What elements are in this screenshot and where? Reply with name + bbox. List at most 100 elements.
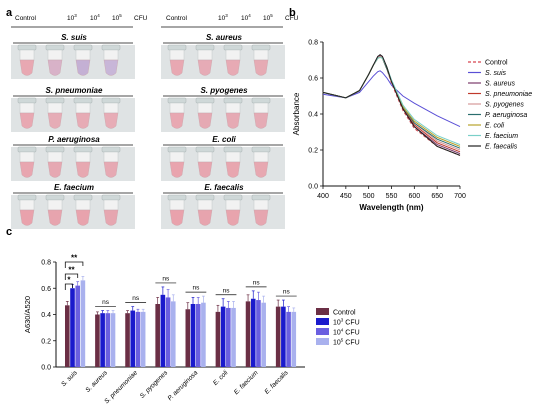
- significance-label: ns: [223, 287, 231, 294]
- tube: [73, 97, 93, 129]
- tube: [223, 97, 243, 129]
- significance-label: ns: [102, 299, 110, 306]
- bar-s-suis-10-4-cfu: [75, 285, 80, 367]
- bar-s-pneumoniae-10-4-cfu: [135, 311, 141, 367]
- y-tick-label: 0.4: [308, 112, 318, 119]
- tube-cap: [195, 97, 215, 104]
- tube-cap: [251, 146, 271, 153]
- y-axis-title: A630/A520: [23, 296, 32, 333]
- bar-s-aureus-10-5-cfu: [110, 313, 116, 367]
- x-tick-label: 700: [454, 193, 466, 200]
- tube: [167, 194, 187, 226]
- legend-label-p-aeruginosa: P. aeruginosa: [485, 112, 527, 119]
- x-category-label: E. faecalis: [264, 369, 291, 396]
- tube-liquid: [19, 112, 35, 129]
- tube-liquid: [253, 112, 269, 129]
- significance-label: ns: [192, 285, 200, 292]
- tube-top: [75, 151, 91, 163]
- significance-bracket: [64, 283, 73, 290]
- x-tick-label: 450: [340, 193, 352, 200]
- tube: [195, 44, 215, 76]
- tube: [167, 44, 187, 76]
- tube-cap: [167, 194, 187, 201]
- tube-top: [47, 102, 63, 114]
- legend-label-10-3-cfu: 103 CFU: [333, 318, 360, 327]
- bar-p-aeruginosa-10-4-cfu: [195, 304, 201, 367]
- tube-cap: [45, 44, 65, 51]
- tube: [101, 146, 121, 178]
- legend-label-exponent: 4: [341, 328, 344, 333]
- bar-s-suis-control: [65, 305, 70, 367]
- bar-e-faecium-10-5-cfu: [261, 302, 266, 367]
- tube-group-s-pneumoniae: S. pneumoniae: [11, 86, 135, 132]
- tube-header-base: 10: [263, 15, 271, 22]
- tube-header-base: 10: [67, 15, 75, 22]
- tube-top: [75, 199, 91, 211]
- tube-header-exponent: 3: [225, 13, 228, 18]
- tube-group-e-coli: E. coli: [161, 135, 285, 181]
- tube-liquid: [75, 161, 91, 178]
- tube-group-s-pyogenes: S. pyogenes: [161, 86, 285, 132]
- legend-label-base: 10: [333, 330, 341, 337]
- tube-header-label: Control: [166, 15, 188, 22]
- tube-cap: [167, 146, 187, 153]
- tube-header-exponent: 5: [119, 13, 122, 18]
- tube-group-title: S. suis: [61, 33, 87, 42]
- tube: [45, 97, 65, 129]
- tube-liquid: [19, 209, 35, 226]
- legend-label-e-faecium: E. faecium: [485, 133, 518, 140]
- tube: [45, 194, 65, 226]
- tube-liquid: [47, 161, 63, 178]
- legend-swatch-control: [316, 308, 329, 315]
- bar-s-aureus-10-4-cfu: [105, 313, 111, 367]
- bar-p-aeruginosa-control: [185, 309, 191, 367]
- tube-top: [253, 199, 269, 211]
- y-tick-label: 0.6: [308, 76, 318, 83]
- legend-label-exponent: 5: [341, 338, 344, 343]
- tube: [195, 194, 215, 226]
- tube-header-exponent: 3: [74, 13, 77, 18]
- legend-label-s-aureus: S. aureus: [485, 81, 515, 88]
- legend-label-unit: CFU: [343, 330, 359, 337]
- tube-top: [225, 102, 241, 114]
- tube: [195, 97, 215, 129]
- tube-group-title: S. aureus: [206, 33, 243, 42]
- tube-group-title: P. aeruginosa: [48, 135, 100, 144]
- tube-liquid: [253, 209, 269, 226]
- bar-e-coli-10-4-cfu: [226, 307, 231, 367]
- tube: [251, 97, 271, 129]
- tube-liquid: [19, 161, 35, 178]
- tube: [251, 146, 271, 178]
- tube-header-base: CFU: [285, 15, 299, 22]
- tube-header-label: CFU: [134, 15, 148, 22]
- y-tick-label: 0.4: [41, 312, 51, 319]
- x-category-label: S. suis: [60, 369, 79, 388]
- tube: [45, 146, 65, 178]
- tube-liquid: [75, 209, 91, 226]
- tube: [223, 44, 243, 76]
- tube: [167, 97, 187, 129]
- tube-top: [253, 151, 269, 163]
- tube: [251, 44, 271, 76]
- tube-liquid: [103, 209, 119, 226]
- tube-cap: [101, 97, 121, 104]
- tube-group-title: E. coli: [212, 135, 236, 144]
- bar-s-pyogenes-10-3-cfu: [160, 294, 166, 367]
- tube-top: [253, 102, 269, 114]
- significance-label: ns: [253, 279, 261, 286]
- y-tick-label: 0.8: [308, 40, 318, 47]
- tube-group-e-faecalis: E. faecalis: [161, 183, 285, 229]
- series-line-s-pneumoniae: [322, 55, 461, 153]
- tube-liquid: [19, 59, 35, 76]
- tube-cap: [73, 44, 93, 51]
- x-tick-label: 600: [408, 193, 420, 200]
- tube: [223, 194, 243, 226]
- tube-header-exponent: 5: [270, 13, 273, 18]
- tube-liquid: [47, 59, 63, 76]
- tube-header-base: 10: [90, 15, 98, 22]
- panel-letter-c: c: [6, 226, 12, 238]
- legend-swatch-10-5-cfu: [316, 338, 329, 345]
- tube-group-title: E. faecalis: [204, 183, 244, 192]
- tube-liquid: [169, 112, 185, 129]
- bar-e-coli-10-5-cfu: [231, 307, 236, 367]
